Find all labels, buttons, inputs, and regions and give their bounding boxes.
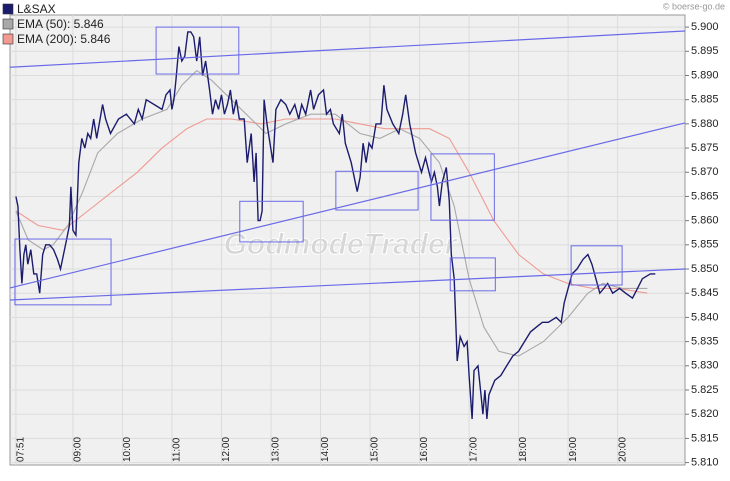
x-tick-label: 12:00 <box>221 437 232 462</box>
x-tick-label: 09:00 <box>73 437 84 462</box>
x-tick-label: 13:00 <box>271 437 282 462</box>
copyright: © boerse-go.de <box>663 1 725 11</box>
y-tick-label: 5.815 <box>691 432 719 444</box>
y-tick-label: 5.830 <box>691 360 719 372</box>
trend-line <box>9 268 686 301</box>
legend-label: L&SAX <box>17 2 56 16</box>
y-tick-label: 5.895 <box>691 45 719 57</box>
y-tick-label: 5.825 <box>691 384 719 396</box>
y-tick-label: 5.865 <box>691 190 719 202</box>
x-tick-label: 07:51 <box>16 437 27 462</box>
annotation-box <box>570 245 623 286</box>
legend-swatch <box>2 18 14 30</box>
annotation-box <box>335 170 419 211</box>
y-tick-label: 5.820 <box>691 408 719 420</box>
trend-line <box>9 122 686 289</box>
legend-swatch <box>2 33 14 45</box>
y-tick-label: 5.845 <box>691 287 719 299</box>
x-tick-label: 10:00 <box>122 437 133 462</box>
x-tick-label: 16:00 <box>419 437 430 462</box>
series-line <box>15 31 656 420</box>
trend-line <box>9 30 686 68</box>
y-tick-label: 5.850 <box>691 263 719 275</box>
x-tick-label: 17:00 <box>469 437 480 462</box>
annotation-box <box>449 257 496 292</box>
series-line <box>15 118 648 294</box>
x-tick-label: 14:00 <box>320 437 331 462</box>
y-tick-label: 5.860 <box>691 215 719 227</box>
y-tick-label: 5.870 <box>691 166 719 178</box>
y-tick-label: 5.835 <box>691 336 719 348</box>
annotation-box <box>155 26 240 75</box>
y-tick-label: 5.810 <box>691 456 719 468</box>
legend-label: EMA (50): 5.846 <box>17 17 104 31</box>
y-tick-label: 5.840 <box>691 311 719 323</box>
x-tick-label: 19:00 <box>568 437 579 462</box>
y-tick-label: 5.880 <box>691 118 719 130</box>
x-tick-label: 20:00 <box>617 437 628 462</box>
y-tick-label: 5.890 <box>691 69 719 81</box>
y-tick-label: 5.855 <box>691 239 719 251</box>
x-tick-label: 15:00 <box>370 437 381 462</box>
series-line <box>15 69 648 357</box>
x-tick-label: 18:00 <box>518 437 529 462</box>
y-tick-label: 5.875 <box>691 142 719 154</box>
annotation-box <box>239 200 304 243</box>
legend-swatch <box>2 3 14 15</box>
y-tick-label: 5.900 <box>691 21 719 33</box>
x-tick-label: 11:00 <box>172 437 183 462</box>
annotation-box <box>430 153 495 221</box>
legend-label: EMA (200): 5.846 <box>17 32 111 46</box>
y-tick-label: 5.885 <box>691 94 719 106</box>
annotation-box <box>14 238 112 306</box>
